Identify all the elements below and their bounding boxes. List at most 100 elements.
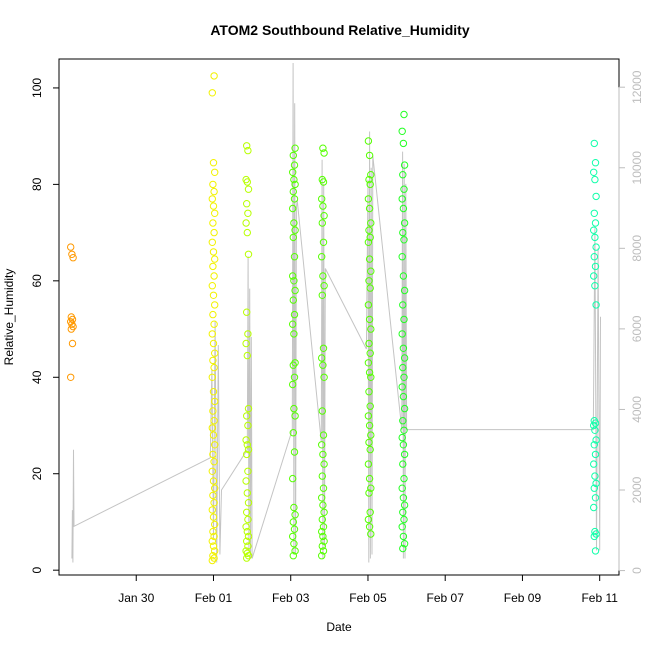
data-point	[209, 248, 218, 256]
data-point	[319, 501, 327, 509]
plot-frame	[58, 58, 620, 576]
data-point	[209, 180, 217, 189]
data-point	[591, 262, 600, 271]
data-point	[592, 301, 600, 309]
data-point	[244, 532, 253, 541]
data-point	[592, 436, 600, 444]
x-axis-label: Date	[326, 620, 352, 634]
data-point	[211, 209, 219, 218]
data-point	[289, 380, 297, 389]
data-point	[67, 243, 75, 251]
data-point	[399, 301, 407, 309]
data-point	[364, 238, 373, 247]
data-point	[210, 187, 218, 196]
data-point	[289, 361, 297, 369]
data-point	[290, 310, 299, 319]
data-point	[291, 226, 299, 234]
data-point	[400, 185, 408, 193]
data-point	[318, 542, 326, 550]
data-point	[291, 547, 299, 555]
y2-tick-label: 6000	[630, 315, 644, 342]
data-point	[210, 228, 218, 237]
y2-tick-label: 8000	[630, 235, 644, 262]
data-point	[290, 253, 299, 261]
data-point	[400, 315, 408, 324]
data-point	[243, 489, 252, 497]
y-axis-right: 0 2000 4000 6000 8000 10000 12000	[618, 70, 644, 574]
data-point	[244, 552, 253, 560]
data-point	[592, 530, 600, 538]
data-point	[209, 388, 218, 396]
data-point	[590, 484, 598, 492]
data-point	[365, 151, 374, 160]
data-point	[318, 515, 326, 524]
data-point	[318, 407, 326, 415]
data-point	[591, 282, 599, 290]
data-point	[210, 458, 218, 466]
data-point	[208, 467, 217, 475]
data-point	[290, 330, 298, 338]
data-point	[590, 532, 598, 541]
data-point	[320, 149, 328, 157]
data-point	[209, 407, 217, 415]
data-point	[244, 250, 253, 259]
data-point	[318, 494, 326, 502]
data-point	[208, 373, 217, 381]
data-point	[209, 356, 217, 365]
data-point	[289, 168, 297, 177]
data-point	[290, 448, 299, 456]
data-point	[319, 178, 328, 186]
data-point	[367, 171, 375, 179]
data-point	[365, 523, 374, 531]
data-point	[68, 315, 77, 324]
data-point	[242, 339, 250, 348]
data-point	[319, 144, 327, 152]
data-point	[365, 315, 374, 324]
data-point	[209, 159, 218, 167]
data-point	[399, 508, 407, 516]
data-point	[318, 219, 326, 227]
data-point	[210, 320, 218, 328]
data-point	[289, 187, 297, 196]
data-point	[290, 525, 299, 533]
data-point	[366, 284, 374, 292]
data-point	[591, 547, 600, 555]
data-point	[291, 144, 299, 152]
y-axis-label: Relative_Humidity	[2, 269, 16, 366]
y-tick-label: 60	[30, 274, 44, 288]
data-point	[211, 441, 219, 449]
data-point	[211, 349, 219, 357]
data-point	[209, 527, 217, 536]
y-tick-label: 0	[30, 567, 44, 574]
data-point	[210, 363, 218, 372]
data-point	[590, 209, 598, 218]
data-point	[242, 436, 250, 444]
data-point	[208, 506, 217, 514]
data-point	[398, 127, 406, 136]
data-point	[289, 518, 297, 526]
x-tick-label: Feb 05	[349, 591, 387, 605]
data-point	[243, 178, 252, 186]
data-point	[289, 320, 297, 328]
data-point	[590, 460, 598, 468]
data-point	[291, 359, 299, 367]
data-point	[243, 441, 252, 449]
data-point	[400, 515, 408, 524]
data-point	[320, 282, 328, 290]
data-point	[590, 253, 598, 261]
data-point	[364, 412, 373, 420]
data-point	[210, 499, 218, 507]
data-point	[319, 361, 327, 369]
data-point	[289, 552, 297, 560]
data-point	[319, 547, 328, 555]
data-point	[400, 426, 408, 434]
data-point	[209, 291, 218, 299]
data-point	[211, 547, 219, 555]
data-point	[398, 195, 406, 203]
data-point	[366, 402, 374, 410]
data-point	[398, 330, 406, 338]
data-point	[289, 429, 297, 437]
data-point	[590, 441, 598, 449]
data-point	[398, 253, 406, 261]
data-point	[244, 542, 252, 550]
